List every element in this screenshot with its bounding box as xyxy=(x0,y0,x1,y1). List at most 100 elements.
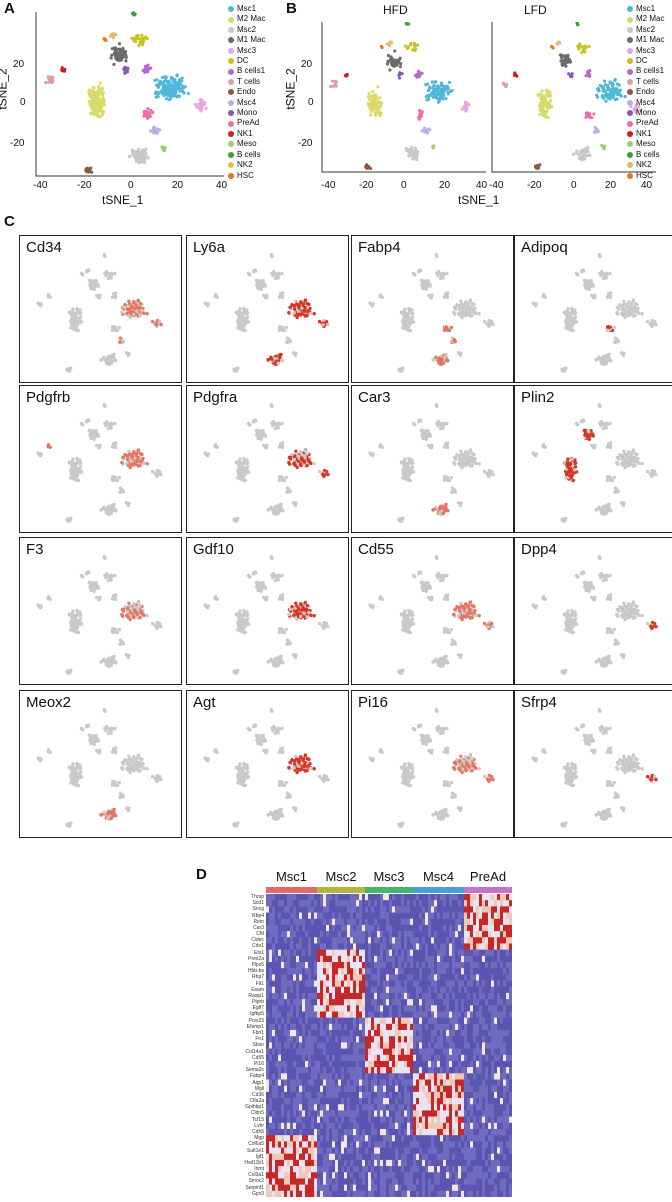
b-legend-item: NK1 xyxy=(627,129,664,139)
tsne-point xyxy=(136,159,139,162)
feature-point xyxy=(274,574,277,577)
feature-point xyxy=(542,294,545,297)
tsne-point xyxy=(144,65,147,68)
tsne-point xyxy=(406,47,409,50)
tsne-point xyxy=(601,89,604,92)
a-legend-item: Msc2 xyxy=(228,25,265,35)
legend-label: M1 Mac xyxy=(237,35,265,45)
feature-point xyxy=(564,476,567,479)
tsne-point xyxy=(175,74,178,77)
feature-title: Pdgfra xyxy=(193,389,237,406)
tsne-point xyxy=(388,68,391,71)
tsne-point xyxy=(411,48,414,51)
feature-point xyxy=(445,325,448,328)
tsne-point xyxy=(333,84,336,87)
tsne-point xyxy=(101,113,104,116)
feature-point xyxy=(404,464,407,467)
feature-point xyxy=(69,669,72,672)
feature-point xyxy=(468,449,471,452)
a-legend-item: DC xyxy=(228,56,265,66)
legend-dot-icon xyxy=(627,69,633,75)
feature-point xyxy=(74,619,77,622)
feature-point xyxy=(607,503,610,506)
legend-label: Endo xyxy=(237,87,256,97)
tsne-point xyxy=(204,107,207,110)
feature-point xyxy=(468,299,471,302)
feature-point xyxy=(158,320,161,323)
tsne-point xyxy=(424,83,427,86)
panel-letter-c: C xyxy=(4,213,15,230)
feature-point xyxy=(443,658,446,661)
legend-label: Meso xyxy=(237,139,257,149)
feature-point xyxy=(96,282,99,285)
tsne-point xyxy=(153,79,156,82)
feature-point xyxy=(483,470,486,473)
tsne-point xyxy=(178,95,181,98)
feature-scatter xyxy=(187,236,350,384)
feature-point xyxy=(126,502,129,505)
tsne-point xyxy=(596,128,599,131)
tsne-point xyxy=(144,152,147,155)
tsne-point xyxy=(166,92,169,95)
feature-point xyxy=(132,313,135,316)
tsne-point xyxy=(110,53,113,56)
feature-point xyxy=(113,272,116,275)
legend-label: Mono xyxy=(636,108,656,118)
feature-point xyxy=(453,488,456,491)
tsne-point xyxy=(155,96,158,99)
feature-point xyxy=(628,457,631,460)
tsne-point xyxy=(575,149,578,152)
tsne-point xyxy=(386,42,389,45)
feature-point xyxy=(107,659,110,662)
feature-point xyxy=(238,310,241,313)
tsne-point xyxy=(381,46,384,49)
feature-point xyxy=(158,622,161,625)
tsne-point xyxy=(167,82,170,85)
y-tick-b-0: 0 xyxy=(308,97,314,108)
feature-point xyxy=(439,357,442,360)
tsne-point xyxy=(446,85,449,88)
feature-point xyxy=(125,461,128,464)
feature-point xyxy=(445,422,448,425)
feature-point xyxy=(293,352,296,355)
feature-title: Gdf10 xyxy=(193,541,234,558)
feature-point xyxy=(408,458,411,461)
tsne-point xyxy=(142,115,145,118)
tsne-point xyxy=(152,130,155,133)
feature-point xyxy=(205,303,208,306)
tsne-point xyxy=(586,70,589,73)
tsne-point xyxy=(169,97,172,100)
tsne-point xyxy=(203,103,206,106)
feature-point xyxy=(607,292,610,295)
feature-point xyxy=(259,280,262,283)
feature-point xyxy=(113,627,116,630)
tsne-point xyxy=(62,68,65,71)
tsne-point xyxy=(368,98,371,101)
feature-point xyxy=(592,295,595,298)
tsne-point xyxy=(587,112,590,115)
feature-point xyxy=(132,463,135,466)
feature-point xyxy=(410,620,413,623)
feature-point xyxy=(103,555,106,558)
feature-point xyxy=(454,306,457,309)
tsne-point xyxy=(138,150,141,153)
feature-point xyxy=(465,609,468,612)
tsne-point xyxy=(428,128,431,131)
tsne-point xyxy=(100,98,103,101)
tsne-point xyxy=(398,57,401,60)
tsne-point xyxy=(432,91,435,94)
feature-point xyxy=(403,310,406,313)
legend-dot-icon xyxy=(228,121,234,127)
feature-point xyxy=(602,422,605,425)
tsne-point xyxy=(146,37,149,40)
feature-point xyxy=(370,303,373,306)
feature-point xyxy=(240,324,243,327)
tsne-point xyxy=(374,114,377,117)
feature-point xyxy=(654,323,657,326)
feature-point xyxy=(295,316,298,319)
feature-title: Pdgfrb xyxy=(26,389,70,406)
a-legend-item: T cells xyxy=(228,77,265,87)
feature-point xyxy=(470,464,473,467)
feature-point xyxy=(566,460,569,463)
feature-point xyxy=(450,326,453,329)
